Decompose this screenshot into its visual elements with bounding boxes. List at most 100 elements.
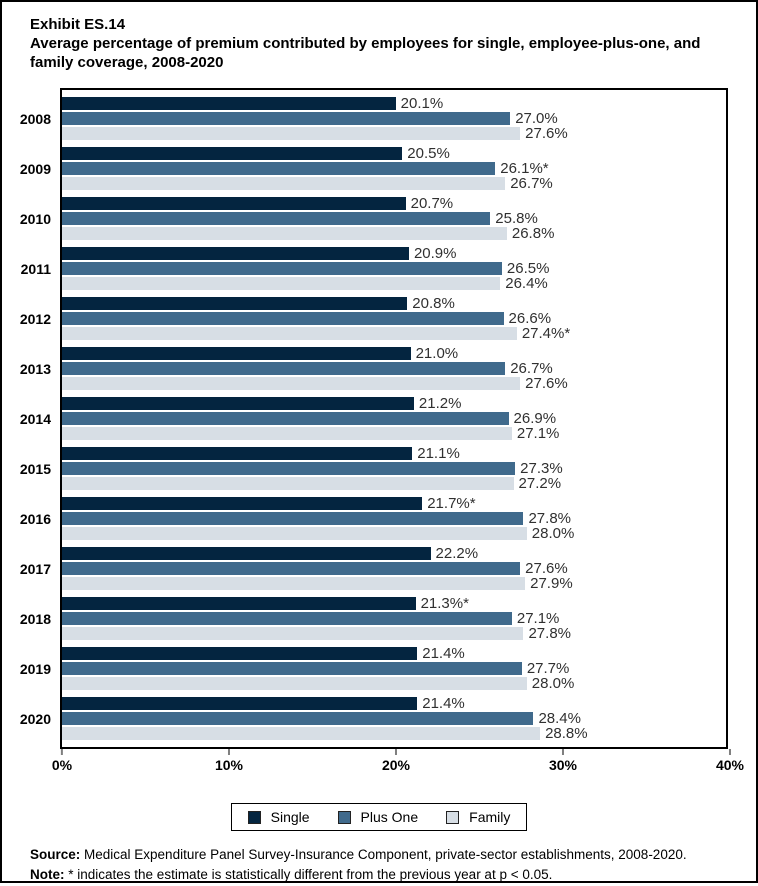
x-tick-label: 20% bbox=[381, 757, 411, 774]
year-label: 2018 bbox=[19, 610, 51, 627]
bar-value-label: 22.2% bbox=[435, 545, 479, 563]
bar-value-label: 20.5% bbox=[407, 145, 450, 163]
bar-single bbox=[62, 397, 414, 411]
legend-label: Family bbox=[469, 809, 511, 826]
bar-row: 28.0% bbox=[62, 676, 726, 691]
bar-row: 21.4% bbox=[62, 646, 726, 661]
bar-single bbox=[62, 347, 411, 361]
bar-row: 21.1% bbox=[62, 445, 726, 463]
year-label: 2010 bbox=[19, 210, 51, 227]
bar-row: 28.0% bbox=[62, 525, 726, 543]
bar-row: 28.4% bbox=[62, 711, 726, 726]
year-axis: 2008 2009 2010 2011 2012 2013 2014 2015 2016 2017… bbox=[10, 88, 60, 749]
bar-family bbox=[62, 327, 517, 341]
bar-value-label: 27.6% bbox=[525, 125, 568, 143]
bar-single bbox=[62, 247, 409, 261]
bar-single bbox=[62, 547, 431, 561]
chart-title: Average percentage of premium contribute… bbox=[30, 35, 701, 72]
exhibit-label: Exhibit ES.14 bbox=[30, 16, 126, 33]
bar-value-label: 26.1%* bbox=[500, 160, 549, 178]
bar-single bbox=[62, 197, 406, 211]
bar-family bbox=[62, 527, 527, 541]
year-label: 2015 bbox=[19, 460, 51, 477]
x-axis-tick: 10% bbox=[215, 749, 243, 773]
bar-single bbox=[62, 447, 413, 461]
bar-value-label: 26.9% bbox=[513, 410, 557, 428]
tick-mark bbox=[228, 749, 230, 756]
legend-swatch-family bbox=[446, 810, 460, 824]
year-label: 2011 bbox=[20, 260, 51, 277]
x-axis-tick: 0% bbox=[52, 749, 72, 773]
bar-row: 26.1%* bbox=[62, 160, 726, 178]
bar-row: 21.2% bbox=[62, 395, 726, 413]
bar-row: 21.3%* bbox=[62, 595, 726, 613]
bar-row: 26.4% bbox=[62, 276, 726, 291]
bar-plus-one bbox=[62, 162, 496, 176]
bar-value-label: 25.8% bbox=[495, 210, 538, 228]
bar-single bbox=[62, 697, 418, 711]
legend-label: Plus One bbox=[360, 809, 419, 826]
x-axis: 0% 10% 20% 30% 40% bbox=[52, 749, 744, 779]
legend-item-family: Family bbox=[446, 809, 510, 825]
bar-value-label: 27.9% bbox=[530, 575, 573, 593]
year-label: 2019 bbox=[19, 660, 51, 677]
bar-row: 27.9% bbox=[62, 575, 726, 593]
bar-row: 27.1% bbox=[62, 425, 726, 443]
footnotes: Source: Medical Expenditure Panel Survey… bbox=[30, 845, 728, 886]
bar-single bbox=[62, 147, 403, 161]
bar-row: 26.7% bbox=[62, 361, 726, 376]
bar-family bbox=[62, 127, 521, 141]
bar-single bbox=[62, 297, 408, 311]
bar-plus-one bbox=[62, 112, 511, 126]
x-axis-tick: 20% bbox=[382, 749, 410, 773]
bar-family bbox=[62, 577, 526, 591]
bar-family bbox=[62, 227, 507, 241]
plot-area: 20.1% 27.0% 27.6% 20.5% 26.1%* 26.7% 20.7% 25.8… bbox=[60, 88, 728, 750]
year-label: 2017 bbox=[19, 560, 51, 577]
x-tick-label: 0% bbox=[51, 757, 73, 774]
bar-single bbox=[62, 97, 396, 111]
note-label: Note: bbox=[30, 867, 65, 883]
bar-row: 27.1% bbox=[62, 611, 726, 626]
bar-row: 26.6% bbox=[62, 311, 726, 326]
bar-plus-one bbox=[62, 462, 516, 476]
bar-group: 20.8% 26.6% 27.4%* bbox=[62, 296, 726, 341]
legend: Single Plus One Family bbox=[2, 803, 756, 832]
bar-value-label: 26.8% bbox=[511, 225, 555, 243]
bar-family bbox=[62, 627, 524, 641]
bar-row: 21.7%* bbox=[62, 496, 726, 511]
bar-value-label: 27.3% bbox=[520, 460, 563, 478]
bar-value-label: 21.2% bbox=[418, 395, 462, 413]
year-label: 2014 bbox=[19, 410, 51, 427]
bar-value-label: 28.0% bbox=[531, 525, 575, 543]
bar-single bbox=[62, 597, 416, 611]
legend-label: Single bbox=[270, 809, 310, 826]
x-axis-tick: 40% bbox=[716, 749, 744, 773]
bar-group: 21.7%* 27.8% 28.0% bbox=[62, 496, 726, 543]
bar-row: 27.6% bbox=[62, 376, 726, 391]
bar-value-label: 28.8% bbox=[545, 725, 588, 743]
bar-plus-one bbox=[62, 212, 491, 226]
bar-family bbox=[62, 677, 527, 691]
bar-value-label: 27.1% bbox=[516, 425, 560, 443]
bar-row: 20.9% bbox=[62, 245, 726, 263]
bar-row: 27.2% bbox=[62, 476, 726, 491]
bar-group: 21.1% 27.3% 27.2% bbox=[62, 445, 726, 491]
bar-row: 27.7% bbox=[62, 661, 726, 676]
bar-value-label: 21.1% bbox=[417, 445, 460, 463]
bar-value-label: 21.3%* bbox=[420, 595, 469, 613]
bar-value-label: 20.9% bbox=[413, 245, 457, 263]
bar-row: 21.4% bbox=[62, 695, 726, 713]
bar-family bbox=[62, 277, 501, 291]
bar-value-label: 21.4% bbox=[422, 695, 465, 713]
bar-group: 22.2% 27.6% 27.9% bbox=[62, 545, 726, 593]
bar-group: 20.9% 26.5% 26.4% bbox=[62, 245, 726, 291]
bar-group: 21.4% 28.4% 28.8% bbox=[62, 695, 726, 743]
bar-row: 22.2% bbox=[62, 545, 726, 563]
year-label: 2012 bbox=[19, 310, 51, 327]
bar-plus-one bbox=[62, 712, 534, 726]
bar-family bbox=[62, 727, 541, 741]
bar-group: 20.5% 26.1%* 26.7% bbox=[62, 145, 726, 191]
year-label: 2020 bbox=[19, 710, 51, 727]
legend-swatch-single bbox=[247, 810, 261, 824]
